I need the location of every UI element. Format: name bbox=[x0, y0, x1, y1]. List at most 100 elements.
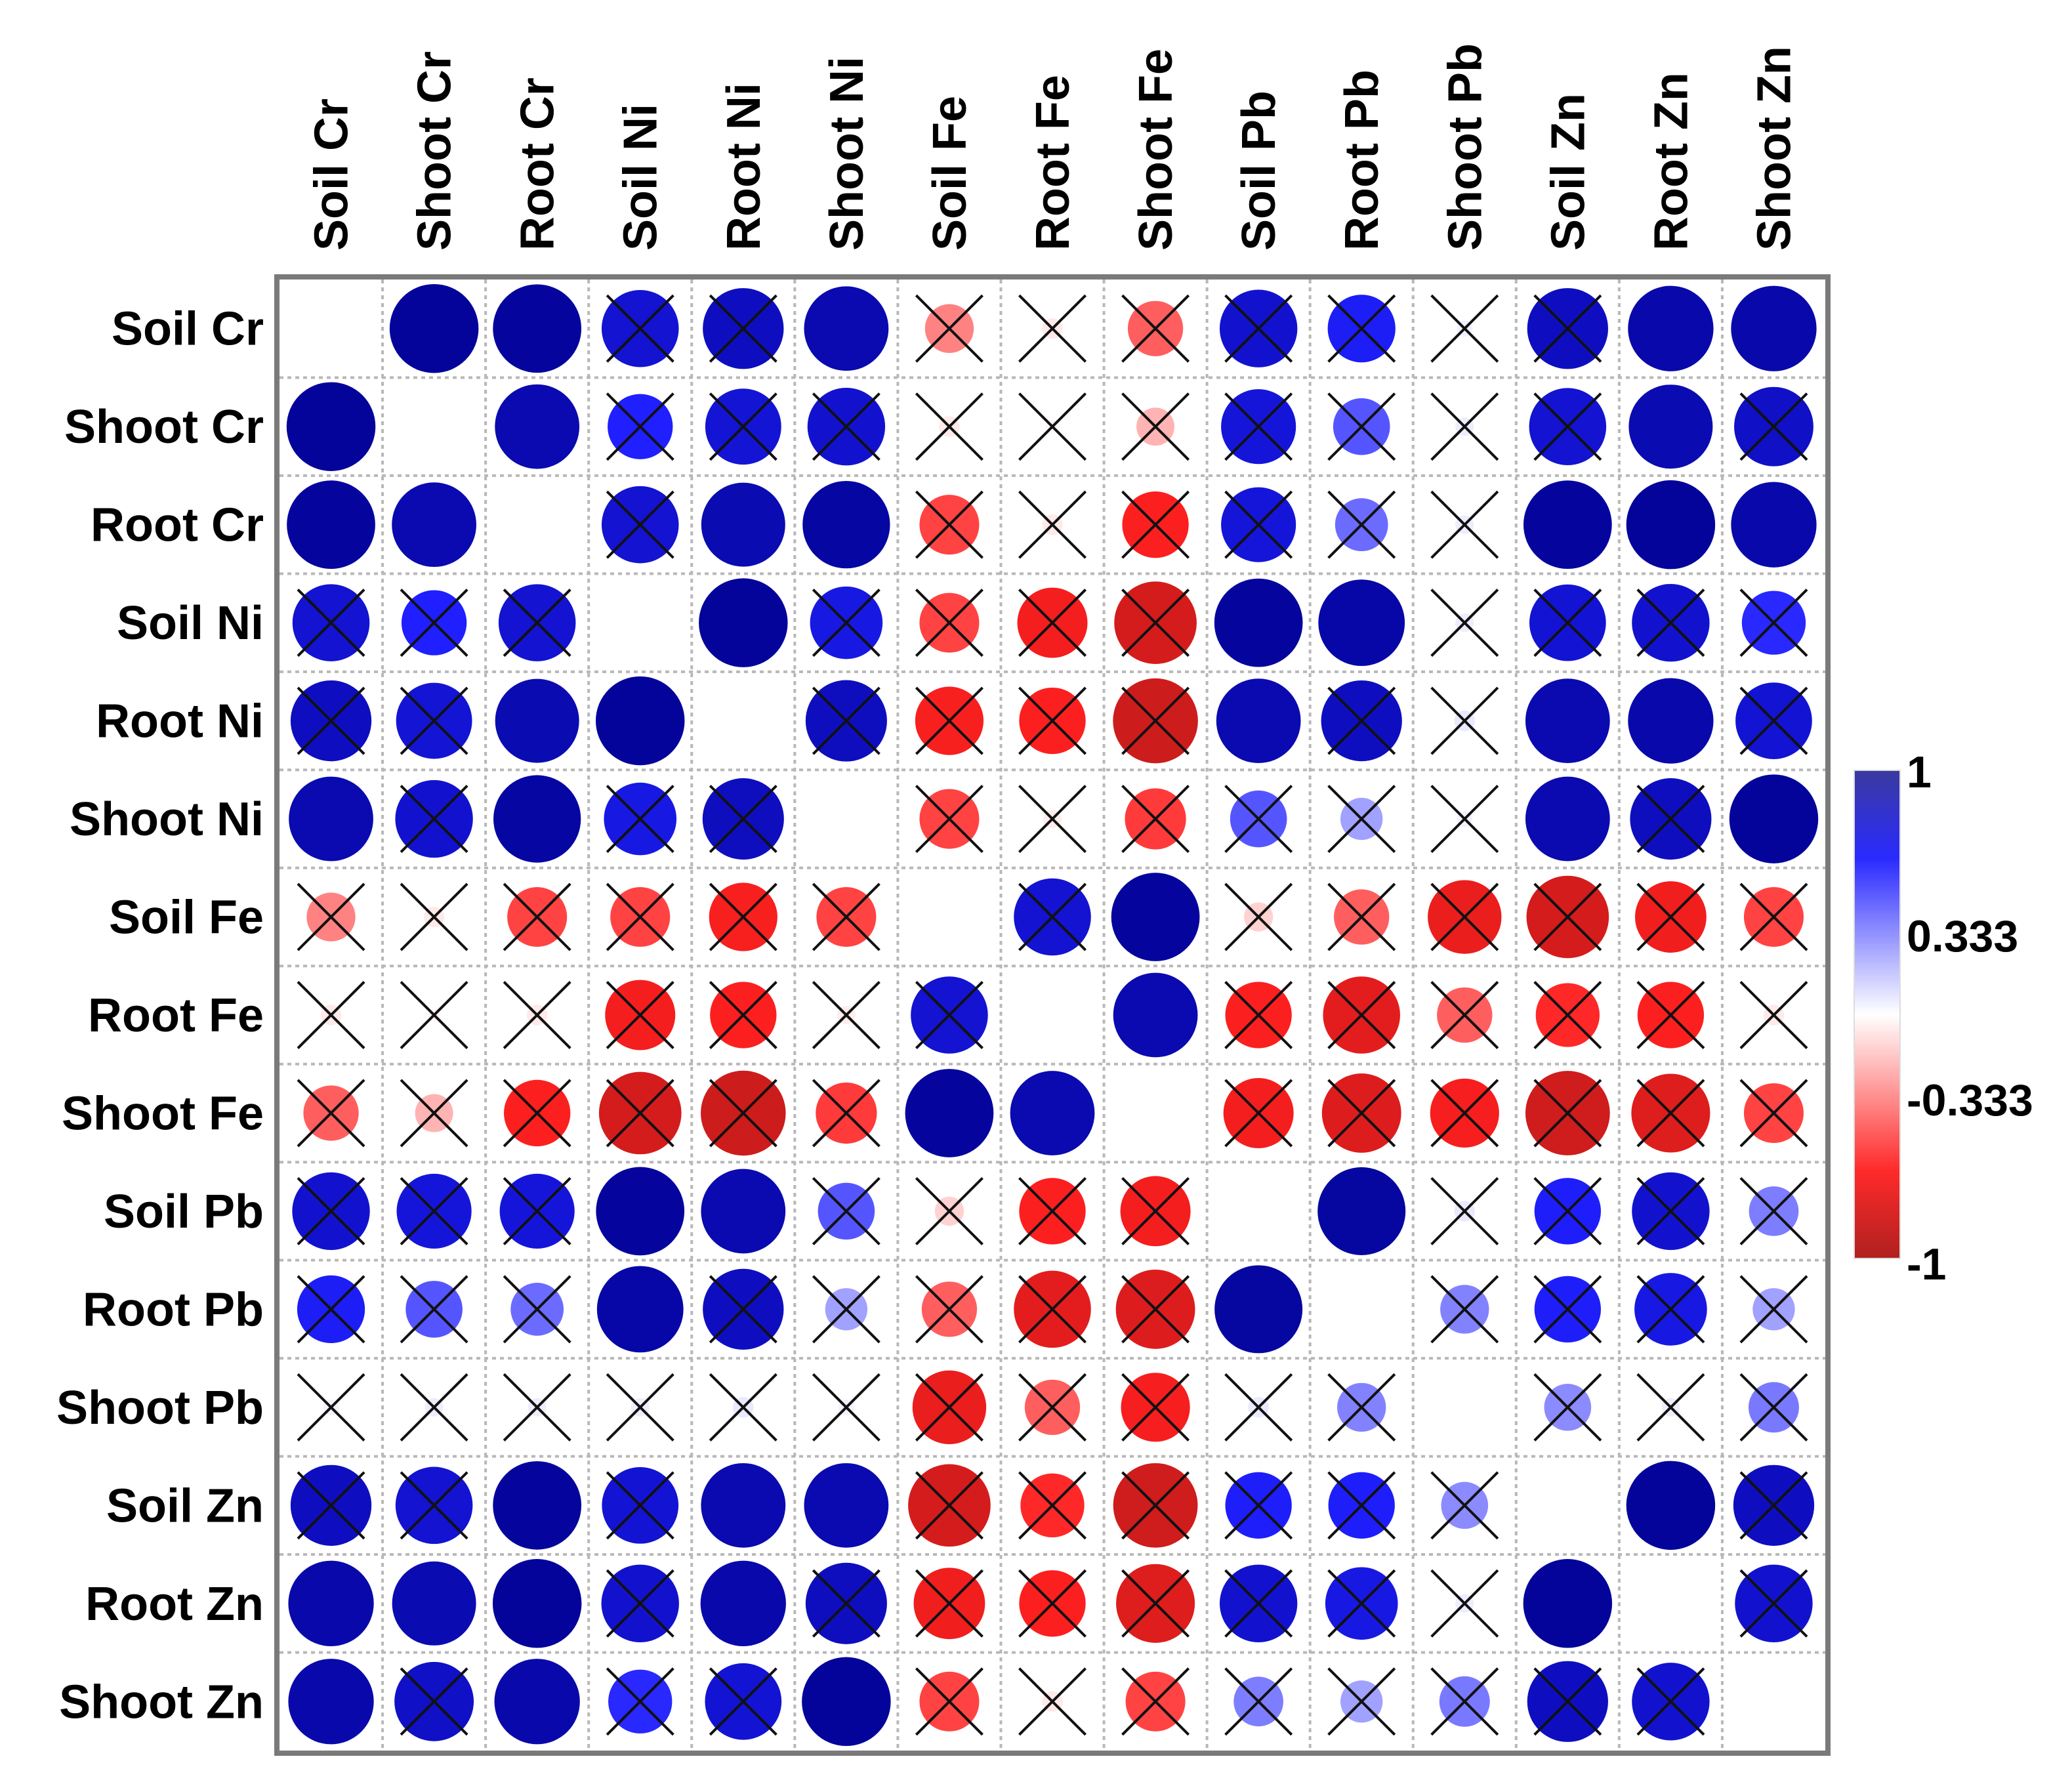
insignificant-cross-r5-c4 bbox=[709, 785, 777, 854]
insignificant-cross-r4-c11 bbox=[1430, 686, 1499, 755]
corr-circle-r2-c4 bbox=[701, 482, 785, 567]
insignificant-cross-r7-c6 bbox=[915, 981, 984, 1049]
insignificant-cross-r3-c8 bbox=[1121, 589, 1190, 657]
insignificant-cross-r8-c14 bbox=[1739, 1079, 1808, 1148]
insignificant-cross-r7-c14 bbox=[1739, 981, 1808, 1049]
insignificant-cross-r13-c6 bbox=[915, 1569, 984, 1638]
insignificant-cross-r13-c3 bbox=[606, 1569, 674, 1638]
colorbar-tick-0333: 0.333 bbox=[1907, 911, 2018, 961]
corr-circle-r13-c12 bbox=[1523, 1559, 1613, 1648]
insignificant-cross-r6-c4 bbox=[709, 882, 777, 951]
insignificant-cross-r4-c7 bbox=[1018, 686, 1087, 755]
row-label-shoot-zn: Shoot Zn bbox=[59, 1676, 264, 1728]
insignificant-cross-r11-c10 bbox=[1327, 1373, 1396, 1442]
insignificant-cross-r13-c5 bbox=[812, 1569, 881, 1638]
insignificant-cross-r4-c14 bbox=[1739, 686, 1808, 755]
insignificant-cross-r8-c9 bbox=[1224, 1079, 1293, 1148]
insignificant-cross-r0-c12 bbox=[1533, 294, 1602, 363]
insignificant-cross-r3-c12 bbox=[1533, 589, 1602, 657]
corr-circle-r3-c10 bbox=[1318, 579, 1405, 667]
insignificant-cross-r2-c11 bbox=[1430, 490, 1499, 559]
plot-border bbox=[274, 274, 1831, 1756]
insignificant-cross-r1-c5 bbox=[812, 392, 881, 461]
insignificant-cross-r5-c13 bbox=[1636, 785, 1705, 854]
row-label-root-cr: Root Cr bbox=[91, 499, 264, 552]
corr-circle-r3-c9 bbox=[1214, 578, 1303, 667]
insignificant-cross-r10-c7 bbox=[1018, 1275, 1087, 1344]
insignificant-cross-r14-c10 bbox=[1327, 1667, 1396, 1736]
corr-circle-r1-c2 bbox=[495, 384, 580, 469]
insignificant-cross-r12-c11 bbox=[1430, 1471, 1499, 1540]
corr-circle-r2-c13 bbox=[1626, 480, 1716, 570]
corr-circle-r12-c4 bbox=[701, 1463, 786, 1548]
insignificant-cross-r11-c12 bbox=[1533, 1373, 1602, 1442]
insignificant-cross-r8-c4 bbox=[709, 1079, 777, 1148]
insignificant-cross-r11-c0 bbox=[297, 1373, 365, 1442]
insignificant-cross-r1-c6 bbox=[915, 392, 984, 461]
insignificant-cross-r11-c1 bbox=[400, 1373, 468, 1442]
insignificant-cross-r7-c4 bbox=[709, 981, 777, 1049]
insignificant-cross-r3-c1 bbox=[400, 589, 468, 657]
col-label-soil-fe: Soil Fe bbox=[924, 96, 976, 251]
insignificant-cross-r1-c12 bbox=[1533, 392, 1602, 461]
insignificant-cross-r7-c12 bbox=[1533, 981, 1602, 1049]
col-label-shoot-fe: Shoot Fe bbox=[1130, 49, 1182, 251]
insignificant-cross-r6-c14 bbox=[1739, 882, 1808, 951]
insignificant-cross-r14-c6 bbox=[915, 1667, 984, 1736]
insignificant-cross-r12-c1 bbox=[400, 1471, 468, 1540]
insignificant-cross-r6-c2 bbox=[503, 882, 571, 951]
insignificant-cross-r10-c6 bbox=[915, 1275, 984, 1344]
corr-circle-r13-c1 bbox=[392, 1561, 476, 1646]
insignificant-cross-r0-c4 bbox=[709, 294, 777, 363]
corr-circle-r14-c2 bbox=[494, 1659, 580, 1745]
insignificant-cross-r11-c13 bbox=[1636, 1373, 1705, 1442]
insignificant-cross-r8-c2 bbox=[503, 1079, 571, 1148]
insignificant-cross-r1-c3 bbox=[606, 392, 674, 461]
insignificant-cross-r14-c13 bbox=[1636, 1667, 1705, 1736]
insignificant-cross-r9-c13 bbox=[1636, 1176, 1705, 1245]
insignificant-cross-r10-c1 bbox=[400, 1275, 468, 1344]
corr-circle-r5-c12 bbox=[1525, 776, 1610, 862]
insignificant-cross-r4-c1 bbox=[400, 686, 468, 755]
insignificant-cross-r4-c0 bbox=[297, 686, 365, 755]
row-label-shoot-fe: Shoot Fe bbox=[62, 1087, 264, 1140]
corr-circle-r5-c2 bbox=[493, 775, 581, 863]
insignificant-cross-r10-c0 bbox=[297, 1275, 365, 1344]
insignificant-cross-r14-c11 bbox=[1430, 1667, 1499, 1736]
correlation-cells bbox=[280, 280, 1825, 1751]
col-label-shoot-ni: Shoot Ni bbox=[821, 56, 873, 251]
col-label-soil-cr: Soil Cr bbox=[306, 98, 358, 251]
insignificant-cross-r7-c0 bbox=[297, 981, 365, 1049]
insignificant-cross-r3-c7 bbox=[1018, 589, 1087, 657]
insignificant-cross-r1-c10 bbox=[1327, 392, 1396, 461]
corr-circle-r14-c5 bbox=[802, 1657, 891, 1747]
insignificant-cross-r8-c10 bbox=[1327, 1079, 1396, 1148]
insignificant-cross-r12-c10 bbox=[1327, 1471, 1396, 1540]
insignificant-cross-r5-c9 bbox=[1224, 785, 1293, 854]
insignificant-cross-r11-c9 bbox=[1224, 1373, 1293, 1442]
insignificant-cross-r6-c1 bbox=[400, 882, 468, 951]
insignificant-cross-r5-c8 bbox=[1121, 785, 1190, 854]
insignificant-cross-r3-c0 bbox=[297, 589, 365, 657]
insignificant-cross-r6-c3 bbox=[606, 882, 674, 951]
insignificant-cross-r9-c12 bbox=[1533, 1176, 1602, 1245]
insignificant-cross-r10-c12 bbox=[1533, 1275, 1602, 1344]
corr-circle-r12-c2 bbox=[493, 1461, 582, 1550]
insignificant-cross-r6-c9 bbox=[1224, 882, 1293, 951]
col-label-soil-pb: Soil Pb bbox=[1233, 91, 1285, 251]
col-label-root-fe: Root Fe bbox=[1027, 75, 1079, 251]
row-label-soil-fe: Soil Fe bbox=[109, 892, 264, 944]
insignificant-cross-r8-c1 bbox=[400, 1079, 468, 1148]
insignificant-cross-r13-c10 bbox=[1327, 1569, 1396, 1638]
row-label-soil-cr: Soil Cr bbox=[112, 303, 264, 356]
insignificant-cross-r9-c8 bbox=[1121, 1176, 1190, 1245]
corr-circle-r2-c5 bbox=[802, 481, 890, 569]
insignificant-cross-r5-c7 bbox=[1018, 785, 1087, 854]
insignificant-cross-r3-c2 bbox=[503, 589, 571, 657]
insignificant-cross-r4-c5 bbox=[812, 686, 881, 755]
insignificant-cross-r6-c10 bbox=[1327, 882, 1396, 951]
insignificant-cross-r14-c7 bbox=[1018, 1667, 1087, 1736]
insignificant-cross-r1-c4 bbox=[709, 392, 777, 461]
corr-circle-r4-c9 bbox=[1216, 678, 1301, 763]
corr-circle-r3-c4 bbox=[699, 578, 788, 667]
